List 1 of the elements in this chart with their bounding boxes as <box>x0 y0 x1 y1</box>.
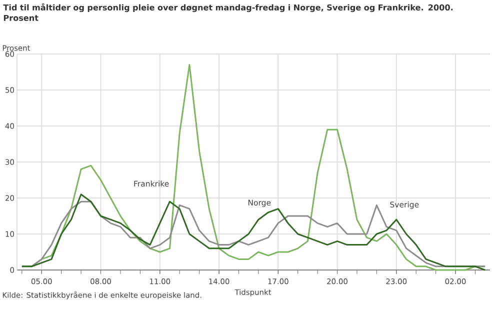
chart-title: Tid til måltider og personlig pleie over døgnet mandag-fredag i Norge, Sverige og Frankrike. 2000. Prosent <box>3 3 453 21</box>
